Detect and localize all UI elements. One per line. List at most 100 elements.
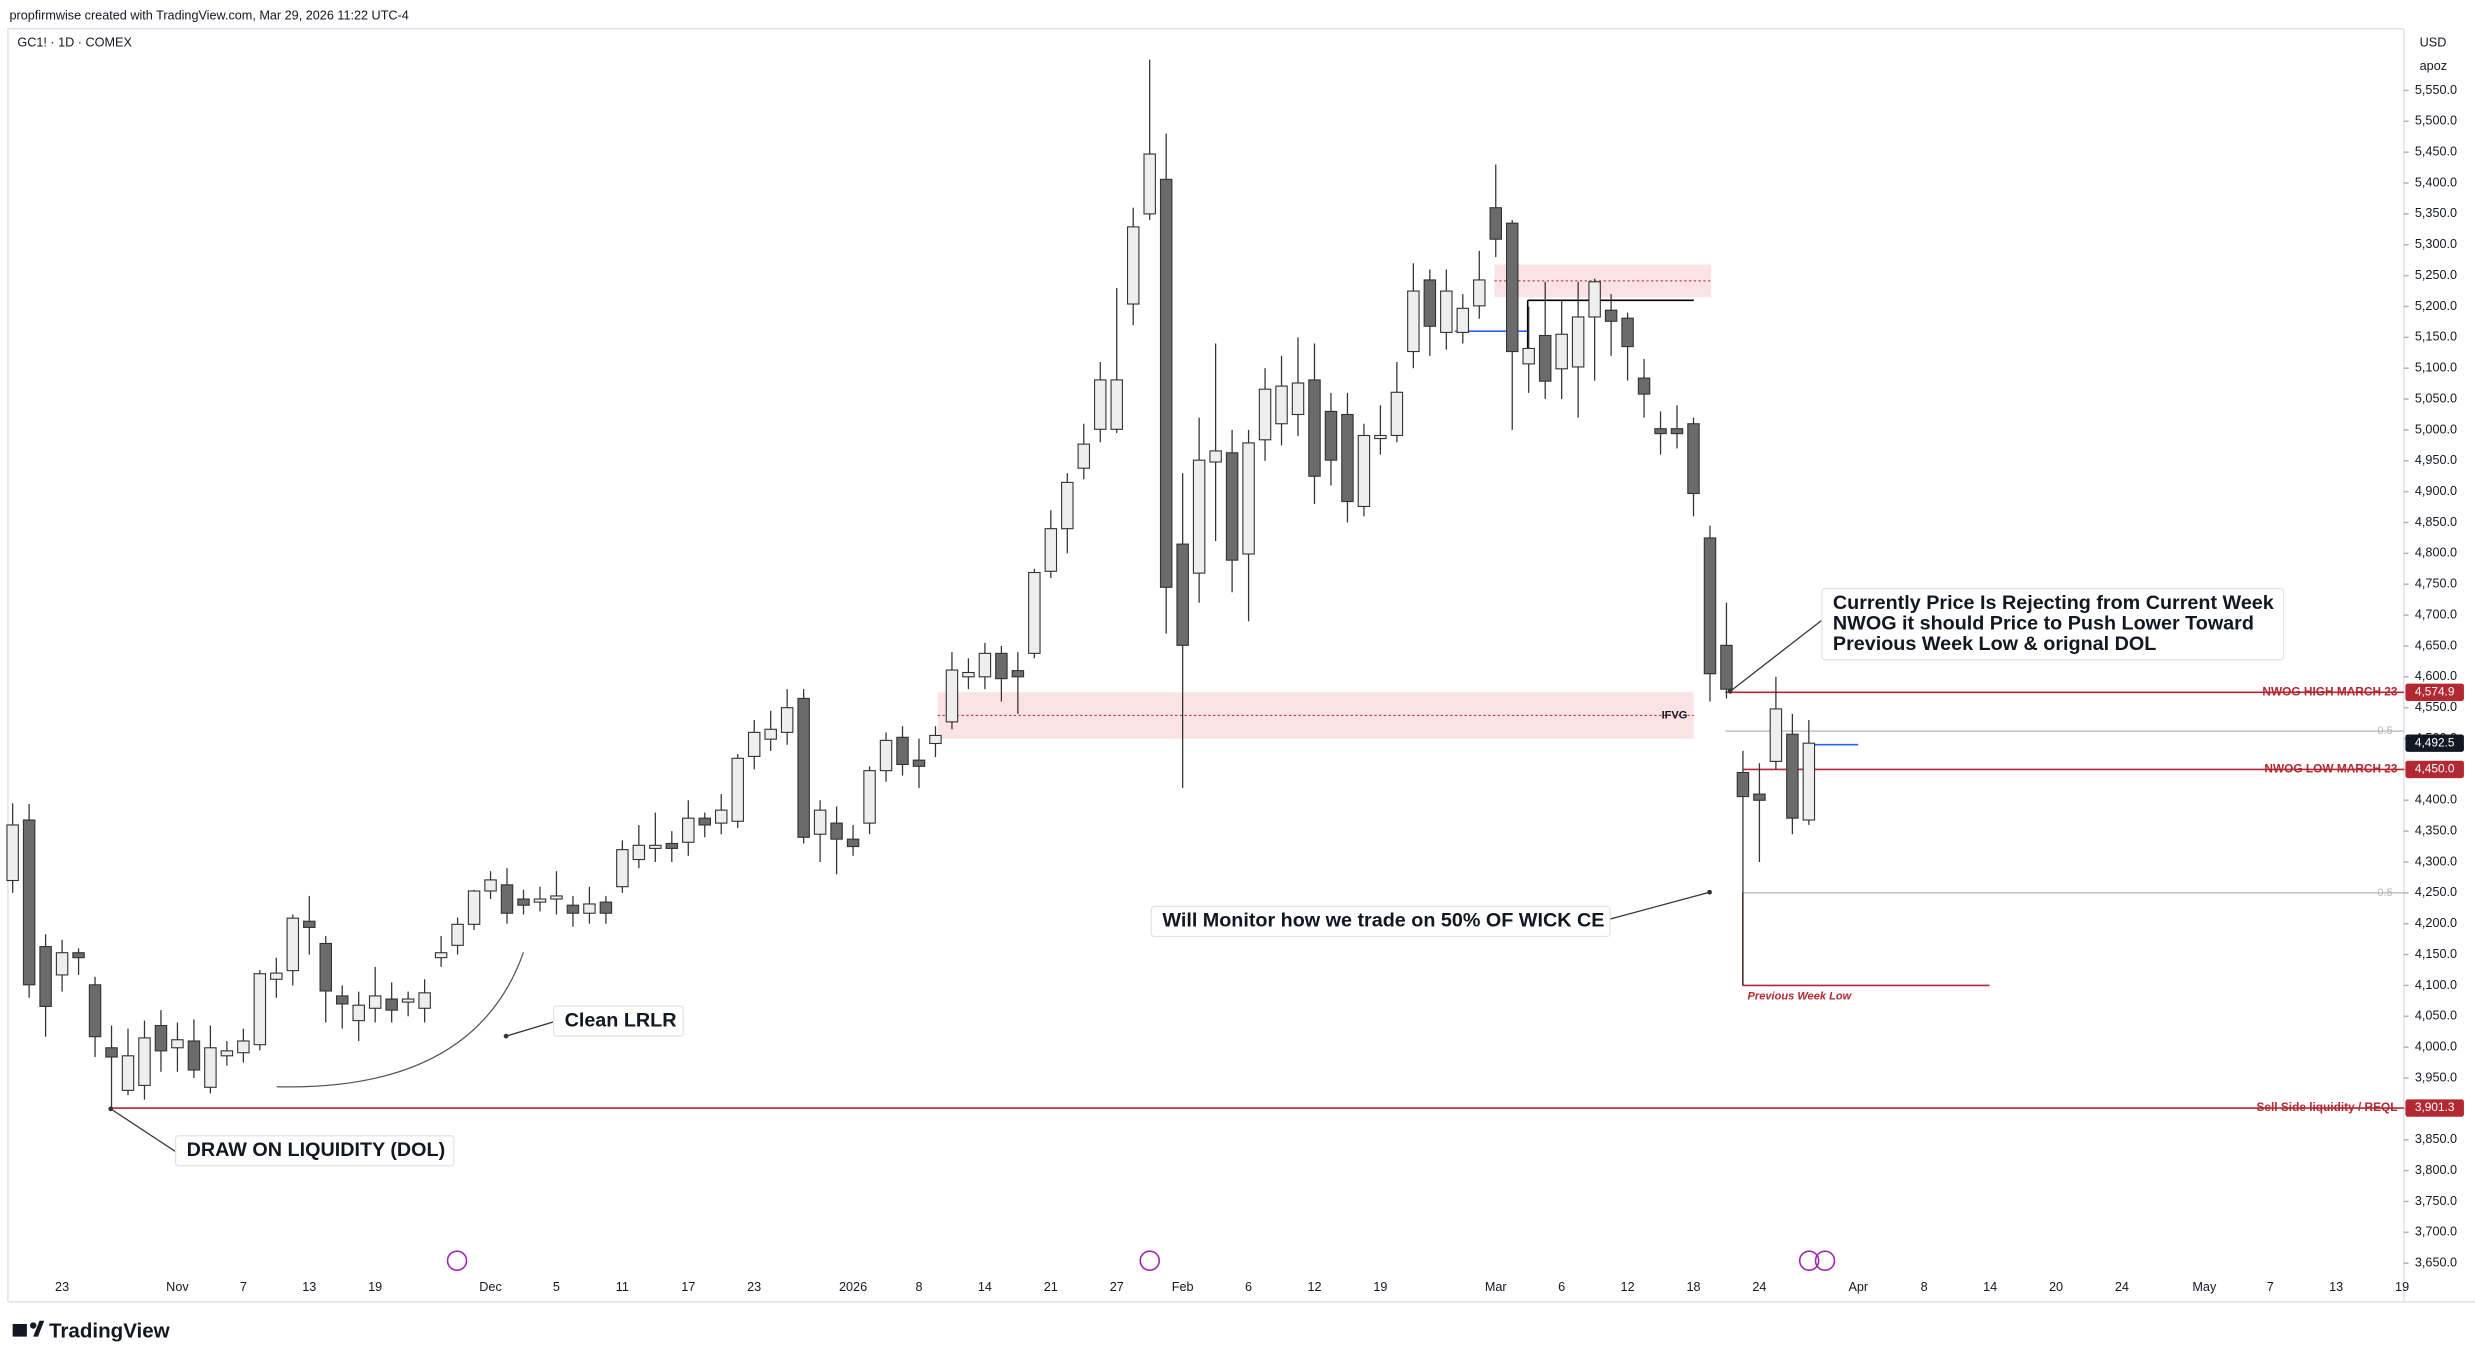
candle-body [1126,226,1140,305]
candle-body [1308,379,1321,477]
candle-body [830,822,843,840]
candle-body [995,652,1008,680]
candle-body [286,917,300,972]
candle-body [1802,742,1816,821]
candle-body [467,890,481,925]
x-tick-label: 19 [2395,1280,2409,1294]
callout-text: Previous Week Low & orignal DOL [1833,633,2156,655]
y-tick-label: 4,750.0 [2415,577,2457,591]
candle-body [121,1055,135,1091]
scale-note: apoz [2420,59,2447,73]
candle-body [72,952,85,959]
chart-title: GC1! · 1D · COMEX [17,35,132,49]
y-tick-label: 3,800.0 [2415,1163,2457,1177]
callout-dot [503,1033,509,1039]
candle-body [401,998,415,1003]
x-tick-label: 14 [978,1280,992,1294]
candle-body [1028,571,1041,654]
candle-body [368,995,382,1009]
candle-body [1489,207,1503,240]
fib-label: 0.5 [2377,725,2392,737]
x-tick-label: 23 [747,1280,761,1294]
candle-body [1011,670,1025,678]
candle-body [1670,428,1684,435]
current-price-label: 4,492.5 [2415,735,2455,749]
x-tick-label: 23 [55,1280,69,1294]
x-tick-label: 24 [2115,1280,2129,1294]
current-price-tag [2405,734,2464,752]
callout-text: Will Monitor how we trade on 50% OF WICK… [1162,910,1604,932]
y-tick-label: 4,850.0 [2415,515,2457,529]
y-tick-label: 5,300.0 [2415,237,2457,251]
candle-body [780,707,794,733]
candle-body [1061,481,1074,530]
candle-body [1159,178,1173,588]
y-tick-label: 5,450.0 [2415,145,2457,159]
candle-body [1473,279,1486,307]
brand-logo: TradingView [12,1319,171,1342]
candle-body [616,849,629,888]
candle-body [1258,388,1272,441]
candle-body [1604,309,1618,322]
y-tick-label: 4,350.0 [2415,823,2457,837]
candle-body [237,1040,250,1054]
candle-body [1176,543,1189,646]
logo-dot [30,1322,37,1329]
candle-body [105,1047,118,1058]
x-tick-label: 20 [2049,1280,2063,1294]
candle-body [517,898,530,906]
y-tick-label: 3,700.0 [2415,1225,2457,1239]
x-tick-label: 17 [681,1280,695,1294]
candle-body [484,879,497,892]
candle-body [1192,459,1206,574]
header: propfirmwise created with TradingView.co… [9,8,408,22]
level-label: NWOG LOW MARCH 23 [2264,762,2397,776]
event-icon [1139,1250,1161,1271]
y-tick-label: 4,600.0 [2415,669,2457,683]
callout-text: DRAW ON LIQUIDITY (DOL) [187,1139,446,1161]
currency: USD [2420,35,2447,49]
x-tick-label: Dec [479,1280,501,1294]
candle-body [1456,307,1470,333]
x-tick-label: 12 [1621,1280,1635,1294]
x-tick-label: 19 [1373,1280,1387,1294]
callout-box [1821,587,2285,661]
prev-week-low-label: Previous Week Low [1748,990,1853,1002]
event-icons [446,1250,1836,1271]
callout-box [174,1135,455,1167]
x-tick-label: 24 [1752,1280,1766,1294]
zone [1494,264,1712,298]
y-tick-label: 4,250.0 [2415,885,2457,899]
candle-body [171,1039,184,1049]
y-tick-label: 4,400.0 [2415,793,2457,807]
logo-mark [12,1323,27,1337]
candle-body [220,1050,234,1057]
candle-body [187,1040,201,1071]
callout-pointer [505,1021,554,1037]
x-tick-label: 7 [2267,1280,2274,1294]
candle-body [1390,391,1404,437]
candle-body [879,739,893,772]
candle-body [1786,733,1799,819]
candle-body [1555,333,1568,370]
candle-body [1374,434,1387,440]
x-tick-label: 19 [368,1280,382,1294]
candle-body [434,952,448,959]
candle-body [1687,423,1700,495]
level-label: NWOG HIGH MARCH 23 [2262,684,2397,698]
candle-body [1094,379,1107,430]
x-tick-label: 27 [1110,1280,1124,1294]
candle-body [253,973,267,1046]
candle-body [1621,317,1634,348]
candle-body [912,759,926,767]
candle-body [599,901,613,914]
candle-body [1703,537,1717,675]
callout-dot [1707,889,1712,895]
candle-body [665,842,679,849]
y-tick-label: 5,250.0 [2415,268,2457,282]
callout-text: Currently Price Is Rejecting from Curren… [1833,592,2274,614]
event-icon [1814,1250,1836,1271]
price-tag [2405,683,2464,702]
candle-body [204,1047,217,1088]
